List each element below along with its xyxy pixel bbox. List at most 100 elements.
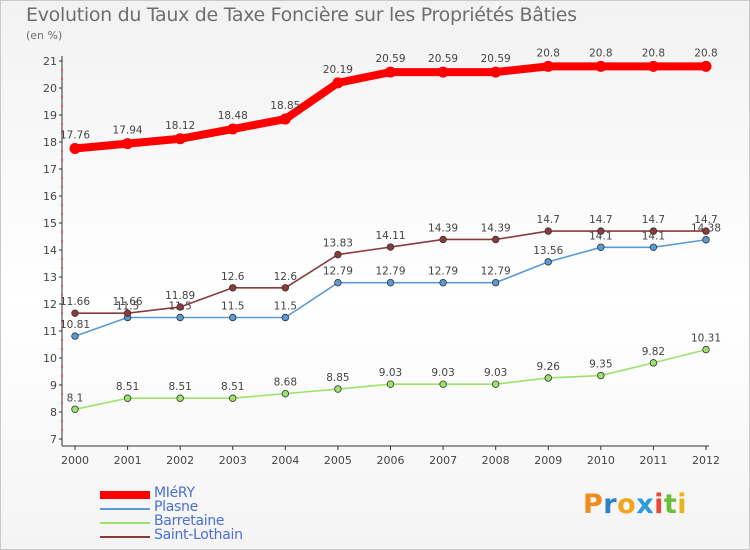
data-point <box>702 236 710 244</box>
data-point <box>491 235 500 244</box>
data-label: 9.03 <box>379 367 402 379</box>
data-point <box>176 303 184 311</box>
y-tick-label: 8 <box>50 406 57 419</box>
data-label: 9.82 <box>642 346 665 358</box>
y-minor-tick <box>61 321 63 323</box>
legend-swatch <box>100 491 150 499</box>
data-label: 20.59 <box>375 53 405 65</box>
y-minor-tick <box>61 375 63 377</box>
logo-letter: P <box>583 489 604 520</box>
data-point <box>649 243 658 251</box>
data-point <box>334 385 342 393</box>
data-label: 11.66 <box>113 296 143 308</box>
data-point <box>544 227 552 235</box>
logo-letter: x <box>636 489 655 520</box>
data-point <box>597 371 605 380</box>
y-tick-label: 18 <box>43 136 57 149</box>
x-tick-label: 2001 <box>114 454 142 467</box>
data-label: 14.7 <box>642 214 665 226</box>
logo-letter: r <box>603 489 618 520</box>
data-label: 9.03 <box>431 367 454 379</box>
y-minor-tick <box>61 186 63 188</box>
data-label: 8.51 <box>168 381 191 393</box>
legend-swatch <box>100 508 150 510</box>
x-tick-label: 2010 <box>587 454 615 467</box>
y-minor-tick <box>61 285 63 287</box>
data-label: 11.89 <box>165 290 195 302</box>
data-point <box>122 138 134 150</box>
data-point <box>386 278 395 287</box>
y-minor-tick <box>61 69 63 71</box>
data-label: 18.48 <box>218 110 248 122</box>
data-point <box>332 77 344 89</box>
data-label: 8.68 <box>274 377 297 389</box>
x-tick-label: 2006 <box>377 454 405 467</box>
data-label: 20.59 <box>481 53 511 65</box>
data-point <box>174 133 186 145</box>
data-point <box>281 313 290 322</box>
data-point <box>71 332 79 340</box>
data-point <box>439 278 447 287</box>
x-tick-label: 2008 <box>482 454 510 467</box>
data-label: 12.6 <box>221 271 245 283</box>
y-tick-label: 21 <box>43 55 57 68</box>
y-tick-label: 13 <box>43 271 57 284</box>
y-minor-tick <box>61 348 63 350</box>
data-label: 17.94 <box>113 125 143 137</box>
data-label: 18.85 <box>270 100 300 112</box>
data-point <box>334 250 342 259</box>
data-point <box>700 60 712 72</box>
data-point <box>123 309 132 317</box>
y-tick-label: 16 <box>43 190 57 203</box>
data-label: 14.7 <box>694 214 717 226</box>
y-minor-tick <box>61 105 63 107</box>
data-point <box>71 405 79 413</box>
y-minor-tick <box>61 231 63 233</box>
data-label: 14.39 <box>481 222 511 234</box>
y-minor-tick <box>61 429 63 431</box>
logo-letter: t <box>663 489 678 520</box>
data-point <box>123 394 132 402</box>
x-tick-label: 2003 <box>219 454 247 467</box>
logo-letter: i <box>654 489 664 520</box>
data-label: 8.85 <box>326 372 349 384</box>
data-point <box>491 380 500 388</box>
legend-label: Saint-Lothain <box>154 527 243 543</box>
y-tick-label: 15 <box>43 217 57 230</box>
data-label: 14.1 <box>589 230 612 242</box>
data-label: 10.31 <box>691 333 721 345</box>
data-point <box>385 66 396 78</box>
data-point <box>334 278 342 287</box>
y-minor-tick <box>61 312 63 314</box>
logo-letter: o <box>617 489 637 520</box>
data-label: 9.26 <box>537 361 561 373</box>
data-point <box>386 380 395 388</box>
y-tick-label: 14 <box>43 244 57 257</box>
data-point <box>702 345 710 354</box>
data-point <box>437 66 449 78</box>
data-point <box>649 359 658 367</box>
y-minor-tick <box>61 339 63 341</box>
data-label: 8.51 <box>116 381 139 393</box>
legend-swatch <box>100 522 150 524</box>
x-tick-label: 2012 <box>692 454 720 467</box>
data-label: 12.79 <box>375 266 405 278</box>
data-point <box>647 60 659 72</box>
data-label: 14.39 <box>428 222 458 234</box>
data-point <box>386 243 395 251</box>
data-point <box>702 227 710 235</box>
y-tick-label: 12 <box>43 298 57 311</box>
y-minor-tick <box>61 258 63 260</box>
data-point <box>544 374 552 382</box>
y-minor-tick <box>61 78 63 80</box>
data-point <box>544 258 552 266</box>
data-label: 8.51 <box>221 381 244 393</box>
data-point <box>595 60 607 72</box>
y-minor-tick <box>61 240 63 242</box>
data-label: 20.19 <box>323 64 353 76</box>
data-label: 11.5 <box>274 301 297 313</box>
data-label: 14.1 <box>642 230 665 242</box>
data-point <box>229 313 237 322</box>
data-point <box>597 227 605 235</box>
data-point <box>649 227 658 235</box>
